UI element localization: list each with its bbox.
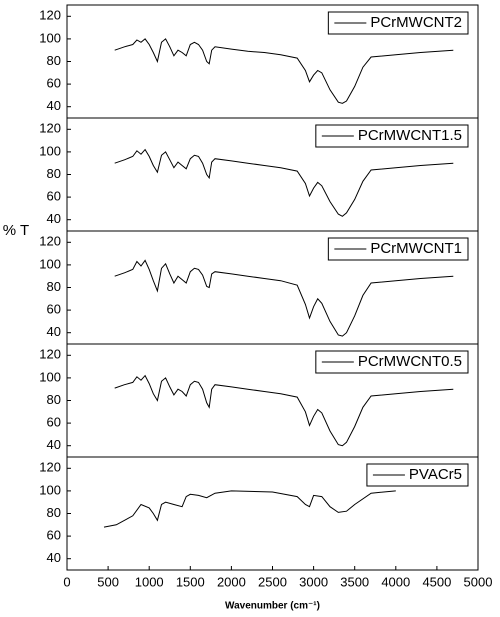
y-tick-label: 60 [47, 415, 61, 430]
x-tick-label: 500 [97, 574, 119, 589]
y-tick-label: 100 [39, 369, 61, 384]
legend-label: PCrMWCNT0.5 [358, 353, 462, 370]
y-tick-label: 40 [47, 98, 61, 113]
x-tick-label: 1000 [135, 574, 164, 589]
legend-label: PCrMWCNT1.5 [358, 127, 462, 144]
legend-box [315, 350, 469, 374]
y-tick-label: 60 [47, 76, 61, 91]
spectrum-line [114, 148, 454, 217]
x-tick-label: 4500 [422, 574, 451, 589]
legend-box [366, 463, 469, 487]
legend-box [315, 124, 469, 148]
x-tick-label: 4000 [381, 574, 410, 589]
y-tick-label: 100 [39, 256, 61, 271]
y-tick-label: 120 [39, 234, 61, 249]
legend: PCrMWCNT1.5 [315, 124, 469, 148]
legend-box [327, 237, 469, 261]
spectrum-line [114, 259, 454, 337]
spectrum-line [114, 374, 454, 447]
x-tick-label: 1500 [176, 574, 205, 589]
y-tick-label: 60 [47, 302, 61, 317]
spectrum-line [103, 490, 396, 528]
x-tick-label: 2500 [258, 574, 287, 589]
x-axis-label: Wavenumber (cm⁻¹) [225, 601, 320, 612]
legend-box [327, 11, 469, 35]
legend-label: PVACr5 [409, 466, 462, 483]
y-tick-label: 60 [47, 189, 61, 204]
legend: PVACr5 [366, 463, 469, 487]
y-tick-label: 40 [47, 324, 61, 339]
y-tick-label: 40 [47, 211, 61, 226]
y-tick-label: 100 [39, 143, 61, 158]
y-tick-label: 40 [47, 437, 61, 452]
x-tick-label: 5000 [464, 574, 493, 589]
y-tick-label: 100 [39, 482, 61, 497]
y-axis-label: % T [3, 222, 29, 239]
y-tick-label: 120 [39, 8, 61, 23]
y-tick-label: 120 [39, 121, 61, 136]
y-tick-label: 40 [47, 550, 61, 565]
y-tick-label: 80 [47, 279, 61, 294]
x-tick-label: 0 [63, 574, 70, 589]
y-tick-label: 100 [39, 30, 61, 45]
y-tick-label: 120 [39, 460, 61, 475]
x-tick-label: 3500 [340, 574, 369, 589]
y-tick-label: 120 [39, 347, 61, 362]
legend-label: PCrMWCNT1 [370, 240, 462, 257]
legend: PCrMWCNT0.5 [315, 350, 469, 374]
x-tick-label: 2000 [217, 574, 246, 589]
y-tick-label: 60 [47, 528, 61, 543]
y-tick-label: 80 [47, 392, 61, 407]
legend-label: PCrMWCNT2 [370, 14, 462, 31]
y-tick-label: 80 [47, 166, 61, 181]
spectrum-line [114, 38, 454, 104]
legend: PCrMWCNT2 [327, 11, 469, 35]
legend: PCrMWCNT1 [327, 237, 469, 261]
x-tick-label: 3000 [299, 574, 328, 589]
y-tick-label: 80 [47, 505, 61, 520]
y-tick-label: 80 [47, 53, 61, 68]
